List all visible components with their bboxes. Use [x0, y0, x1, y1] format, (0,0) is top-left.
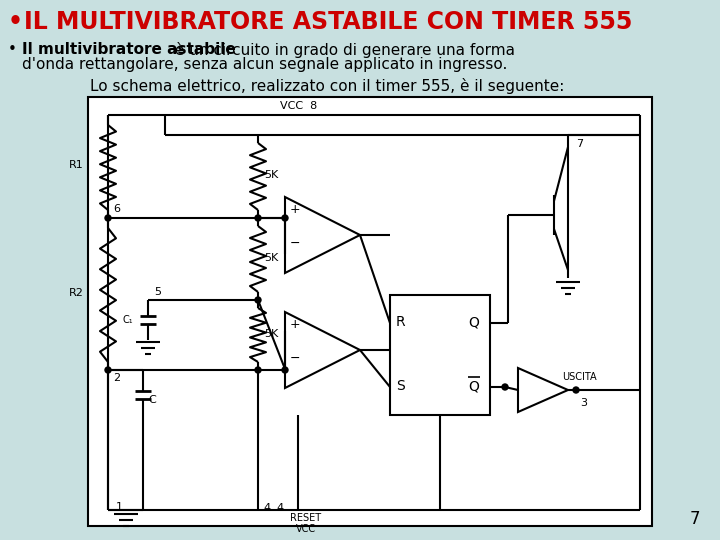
Bar	[88, 97, 652, 526]
Text: 5K: 5K	[264, 329, 278, 339]
Text: Il multivibratore astabile: Il multivibratore astabile	[22, 42, 235, 57]
Circle shape	[255, 215, 261, 221]
Text: 5K: 5K	[264, 253, 278, 263]
Text: RESET: RESET	[290, 513, 321, 523]
Text: 7: 7	[576, 139, 583, 149]
Text: S: S	[396, 379, 405, 393]
Circle shape	[255, 297, 261, 303]
Text: 3: 3	[580, 398, 587, 408]
Text: Q: Q	[468, 379, 479, 393]
Text: 5K: 5K	[264, 171, 278, 180]
Text: R1: R1	[69, 160, 84, 171]
Text: R2: R2	[69, 288, 84, 298]
Text: •: •	[8, 42, 17, 57]
Circle shape	[105, 367, 111, 373]
Text: •: •	[8, 10, 23, 34]
Text: è un circuito in grado di generare una forma: è un circuito in grado di generare una f…	[170, 42, 515, 58]
Text: 5: 5	[154, 287, 161, 297]
Text: R: R	[396, 315, 405, 329]
Text: +: +	[290, 203, 301, 216]
Text: −: −	[290, 352, 300, 365]
Text: VCC: VCC	[296, 524, 316, 534]
Text: C: C	[148, 395, 156, 405]
Text: 4: 4	[276, 503, 283, 513]
Circle shape	[105, 215, 111, 221]
Text: +: +	[290, 318, 301, 331]
Text: Q: Q	[468, 315, 479, 329]
Circle shape	[282, 367, 288, 373]
Text: 1: 1	[116, 502, 123, 512]
Text: 4: 4	[263, 503, 270, 513]
Text: Lo schema elettrico, realizzato con il timer 555, è il seguente:: Lo schema elettrico, realizzato con il t…	[90, 78, 564, 94]
Circle shape	[255, 367, 261, 373]
Text: 2: 2	[113, 373, 120, 383]
Text: IL MULTIVIBRATORE ASTABILE CON TIMER 555: IL MULTIVIBRATORE ASTABILE CON TIMER 555	[24, 10, 632, 34]
Circle shape	[282, 215, 288, 221]
Text: d'onda rettangolare, senza alcun segnale applicato in ingresso.: d'onda rettangolare, senza alcun segnale…	[22, 57, 508, 72]
Text: −: −	[290, 237, 300, 250]
Text: 6: 6	[113, 204, 120, 214]
Bar	[390, 295, 490, 415]
Text: VCC  8: VCC 8	[280, 101, 318, 111]
Text: USCITA: USCITA	[562, 372, 597, 382]
Text: 7: 7	[690, 510, 700, 528]
Circle shape	[573, 387, 579, 393]
Text: C₁: C₁	[122, 315, 133, 325]
Circle shape	[502, 384, 508, 390]
